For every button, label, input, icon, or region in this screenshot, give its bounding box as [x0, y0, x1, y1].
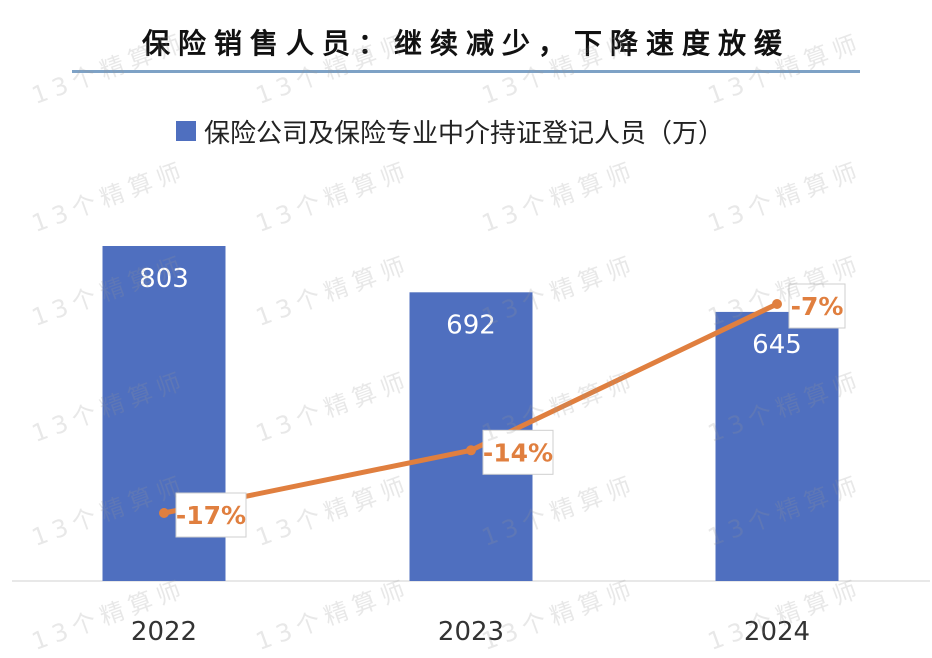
- bar-value-label: 692: [446, 310, 496, 340]
- growth-point: [466, 445, 476, 456]
- x-tick-label: 2023: [438, 617, 504, 647]
- bar-value-label: 645: [752, 330, 802, 360]
- bar-2024: [715, 311, 839, 581]
- growth-label: -17%: [176, 501, 246, 530]
- x-tick-label: 2024: [744, 617, 810, 647]
- x-tick-label: 2022: [131, 617, 197, 647]
- bar-value-label: 803: [139, 264, 189, 294]
- growth-point: [159, 508, 169, 518]
- legend-label: 保险公司及保险专业中介持证登记人员（万）: [204, 118, 725, 149]
- chart-title: 保险销售人员：继续减少，下降速度放缓: [141, 27, 790, 60]
- growth-label-box: [175, 492, 247, 538]
- growth-label-box: [482, 429, 554, 475]
- legend-swatch: [176, 121, 196, 141]
- growth-point: [772, 299, 782, 309]
- growth-label-box: [788, 283, 846, 329]
- title-underline: [72, 70, 860, 73]
- legend: 保险公司及保险专业中介持证登记人员（万）: [176, 114, 725, 149]
- growth-label: -14%: [483, 438, 553, 467]
- growth-label: -7%: [791, 292, 844, 321]
